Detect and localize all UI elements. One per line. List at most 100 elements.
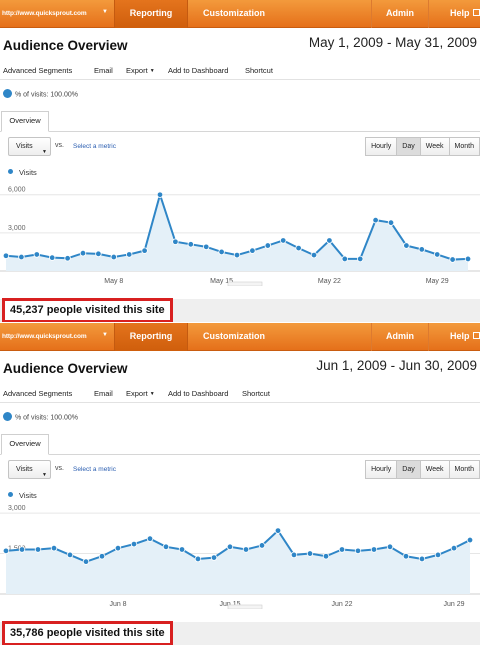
- segment-label: % of visits: 100.00%: [15, 91, 79, 99]
- data-point: [114, 544, 122, 552]
- data-point: [156, 191, 164, 198]
- data-point: [202, 243, 210, 251]
- help-link[interactable]: Help: [440, 0, 480, 28]
- tab-admin[interactable]: Admin: [371, 0, 429, 28]
- data-point: [434, 551, 442, 559]
- day-button[interactable]: Day: [396, 460, 421, 479]
- segment-indicator[interactable]: % of visits: 100.00%: [3, 412, 78, 425]
- hourly-button[interactable]: Hourly: [365, 137, 398, 156]
- data-point: [98, 553, 106, 560]
- export-button[interactable]: Export ▼: [126, 389, 155, 398]
- data-point: [264, 242, 271, 249]
- tab-admin[interactable]: Admin: [371, 323, 429, 351]
- chevron-down-icon: ▼: [102, 9, 108, 15]
- data-point: [280, 237, 287, 244]
- tab-customization[interactable]: Customization: [203, 331, 265, 341]
- data-point: [290, 551, 298, 559]
- email-button[interactable]: Email: [94, 66, 113, 75]
- data-point: [34, 546, 42, 553]
- data-point: [125, 251, 133, 258]
- segment-pie-icon: [3, 412, 12, 421]
- date-range-picker[interactable]: May 1, 2009 - May 31, 2009: [308, 35, 477, 50]
- report-toolbar: Advanced Segments Email Export ▼ Add to D…: [0, 62, 480, 80]
- data-point: [33, 251, 40, 258]
- top-nav-bar: http://www.quicksprout.com ▼ Reporting C…: [0, 323, 480, 351]
- data-point: [187, 241, 194, 248]
- data-point: [354, 547, 362, 555]
- add-to-dashboard-button[interactable]: Add to Dashboard: [168, 389, 229, 398]
- caret-down-icon: ▼: [149, 68, 155, 74]
- data-point: [18, 253, 25, 261]
- data-point: [172, 238, 179, 245]
- profile-url: http://www.quicksprout.com: [2, 333, 87, 340]
- month-button[interactable]: Month: [448, 137, 480, 156]
- x-tick-label: Jun 15: [219, 601, 240, 608]
- data-point: [418, 555, 426, 563]
- external-link-icon: [472, 332, 480, 339]
- select-metric-link[interactable]: Select a metric: [73, 143, 116, 150]
- hourly-button[interactable]: Hourly: [365, 460, 398, 479]
- data-point: [372, 216, 379, 224]
- week-button[interactable]: Week: [419, 460, 450, 479]
- data-point: [403, 242, 410, 249]
- profile-selector[interactable]: http://www.quicksprout.com ▼: [0, 323, 114, 351]
- metric-select[interactable]: Visits ▼: [8, 460, 51, 479]
- vs-label: vs.: [55, 465, 64, 472]
- add-to-dashboard-button[interactable]: Add to Dashboard: [168, 66, 229, 75]
- data-point: [310, 251, 318, 259]
- x-tick-label: May 15: [210, 278, 233, 285]
- advanced-segments-button[interactable]: Advanced Segments: [3, 66, 73, 75]
- tab-customization[interactable]: Customization: [203, 8, 265, 18]
- caret-down-icon: ▼: [149, 391, 155, 397]
- advanced-segments-button[interactable]: Advanced Segments: [3, 389, 73, 398]
- data-point: [449, 256, 456, 263]
- visited-callout: 45,237 people visited this site: [2, 298, 173, 322]
- legend-label: Visits: [19, 168, 37, 177]
- export-button[interactable]: Export ▼: [126, 66, 155, 75]
- help-link[interactable]: Help: [440, 323, 480, 351]
- data-point: [322, 553, 330, 560]
- date-range-picker[interactable]: Jun 1, 2009 - Jun 30, 2009: [316, 358, 477, 373]
- chart-legend: Visits: [8, 491, 37, 500]
- segment-indicator[interactable]: % of visits: 100.00%: [3, 89, 79, 102]
- tab-overview[interactable]: Overview: [1, 434, 49, 455]
- month-button[interactable]: Month: [448, 460, 480, 479]
- data-point: [450, 544, 458, 552]
- export-label: Export: [126, 389, 148, 398]
- data-point: [464, 255, 472, 263]
- data-point: [326, 237, 333, 244]
- data-point: [95, 250, 102, 258]
- shortcut-button[interactable]: Shortcut: [242, 389, 270, 398]
- data-point: [49, 254, 56, 261]
- data-point: [64, 255, 71, 262]
- metric-select[interactable]: Visits ▼: [8, 137, 51, 156]
- data-point: [141, 247, 148, 254]
- tab-reporting[interactable]: Reporting: [114, 0, 188, 28]
- granularity-buttons: Hourly Day Week Month: [365, 137, 480, 156]
- data-point: [218, 248, 225, 256]
- data-point: [357, 255, 364, 263]
- data-point: [306, 550, 314, 557]
- week-button[interactable]: Week: [419, 137, 450, 156]
- chart-resize-handle: [227, 281, 263, 286]
- profile-selector[interactable]: http://www.quicksprout.com ▼: [0, 0, 114, 28]
- day-button[interactable]: Day: [396, 137, 421, 156]
- data-point: [370, 546, 378, 553]
- vs-label: vs.: [55, 142, 64, 149]
- shortcut-button[interactable]: Shortcut: [245, 66, 273, 75]
- external-link-icon: [472, 9, 480, 16]
- email-button[interactable]: Email: [94, 389, 113, 398]
- tab-divider: [0, 454, 480, 455]
- data-point: [242, 546, 250, 553]
- data-point: [258, 542, 266, 549]
- data-point: [233, 251, 241, 259]
- data-point: [387, 219, 395, 226]
- data-point: [274, 527, 282, 534]
- data-point: [466, 536, 474, 544]
- tab-reporting[interactable]: Reporting: [114, 323, 188, 351]
- y-tick-label: 3,000: [8, 505, 26, 512]
- tab-overview[interactable]: Overview: [1, 111, 49, 132]
- report-toolbar: Advanced Segments Email Export ▼ Add to D…: [0, 385, 480, 403]
- select-metric-link[interactable]: Select a metric: [73, 466, 116, 473]
- x-tick-label: May 22: [318, 278, 341, 285]
